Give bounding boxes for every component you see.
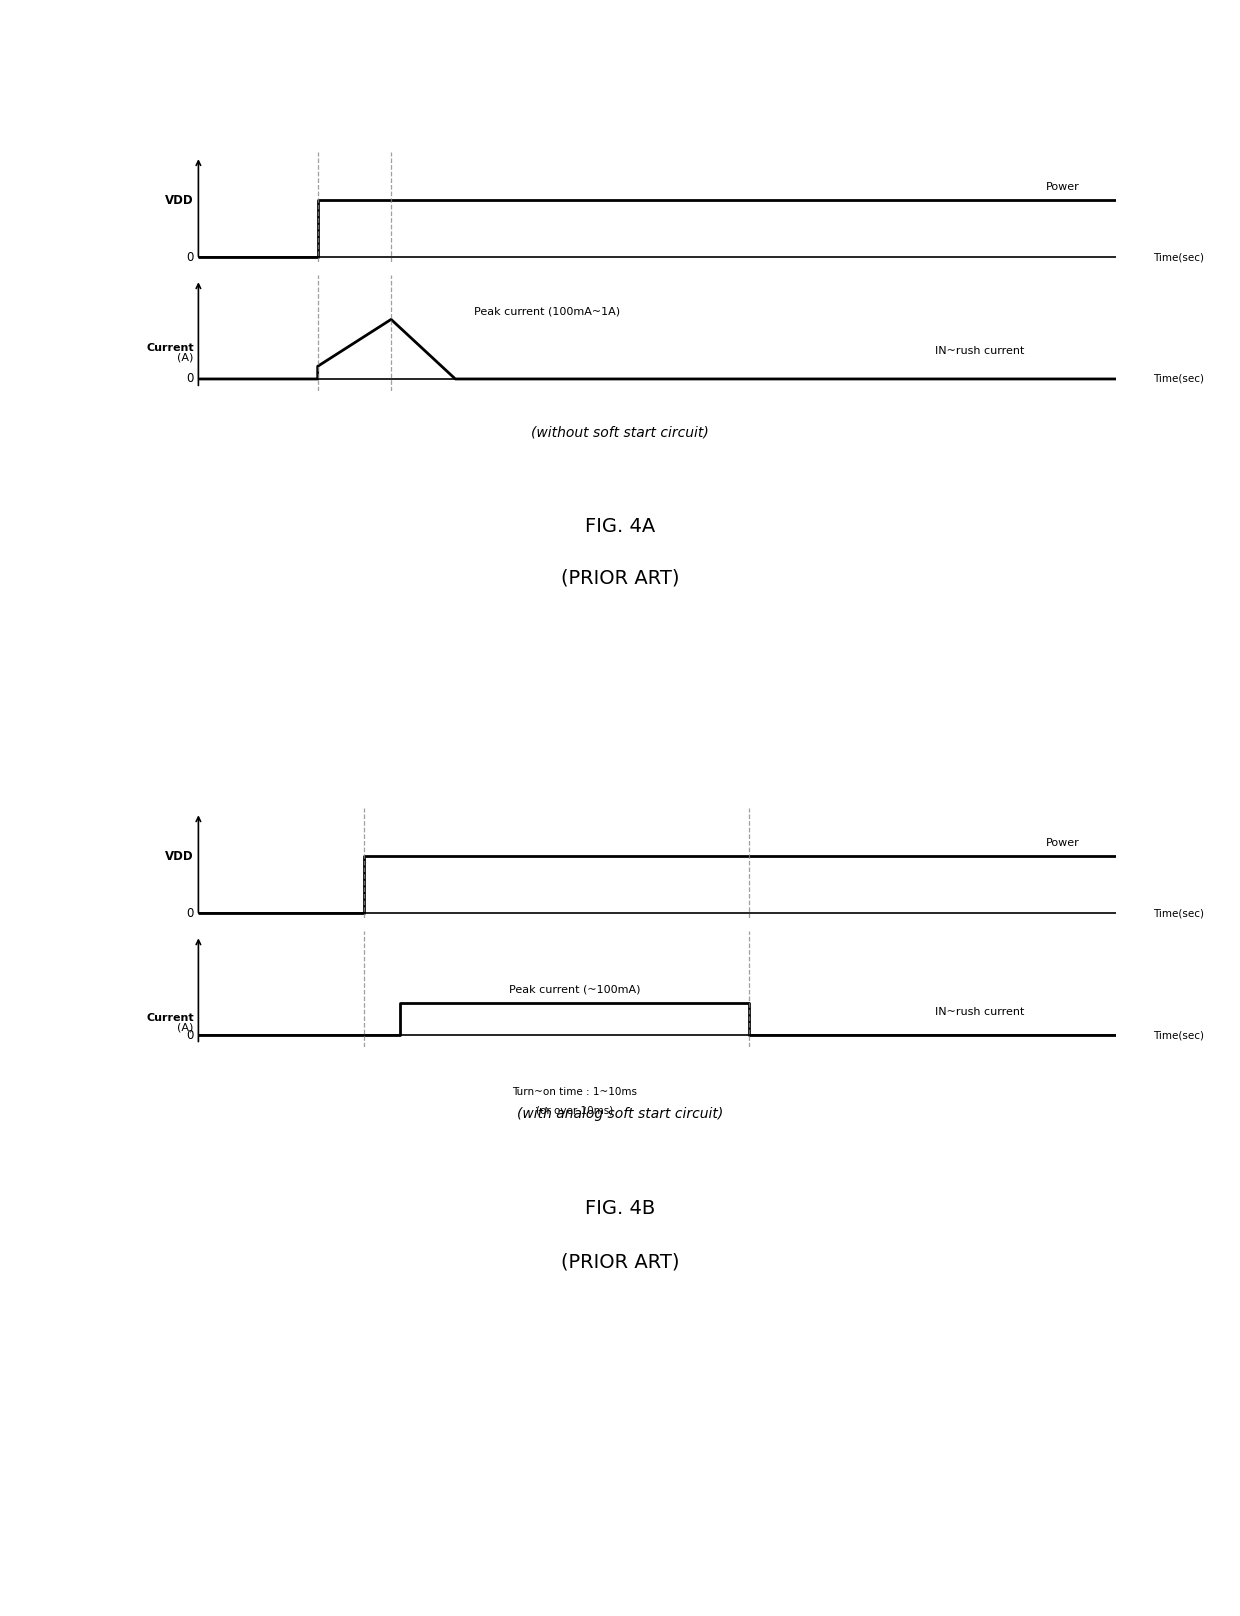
Text: Time(sec): Time(sec) — [1153, 908, 1204, 918]
Text: FIG. 4B: FIG. 4B — [585, 1199, 655, 1218]
Text: VDD: VDD — [165, 850, 193, 863]
Text: Current: Current — [146, 343, 193, 352]
Text: Current: Current — [146, 1013, 193, 1023]
Text: 0: 0 — [186, 250, 193, 263]
Text: IN~rush current: IN~rush current — [935, 346, 1024, 356]
Text: Peak current (~100mA): Peak current (~100mA) — [508, 984, 640, 994]
Text: Peak current (100mA~1A): Peak current (100mA~1A) — [474, 307, 620, 317]
Text: (A): (A) — [177, 1023, 193, 1033]
Text: Time(sec): Time(sec) — [1153, 373, 1204, 385]
Text: FIG. 4A: FIG. 4A — [585, 517, 655, 537]
Text: (PRIOR ART): (PRIOR ART) — [560, 1252, 680, 1272]
Text: Time(sec): Time(sec) — [1153, 252, 1204, 262]
Text: 0: 0 — [186, 372, 193, 386]
Text: (or over 10ms): (or over 10ms) — [536, 1105, 614, 1115]
Text: Time(sec): Time(sec) — [1153, 1029, 1204, 1041]
Text: (without soft start circuit): (without soft start circuit) — [531, 425, 709, 440]
Text: VDD: VDD — [165, 194, 193, 207]
Text: Power: Power — [1045, 839, 1079, 848]
Text: (PRIOR ART): (PRIOR ART) — [560, 569, 680, 588]
Text: Power: Power — [1045, 183, 1079, 192]
Text: IN~rush current: IN~rush current — [935, 1007, 1024, 1016]
Text: Turn~on time : 1~10ms: Turn~on time : 1~10ms — [512, 1088, 637, 1097]
Text: 0: 0 — [186, 907, 193, 920]
Text: 0: 0 — [186, 1028, 193, 1042]
Text: (with analog soft start circuit): (with analog soft start circuit) — [517, 1107, 723, 1122]
Text: (A): (A) — [177, 352, 193, 364]
